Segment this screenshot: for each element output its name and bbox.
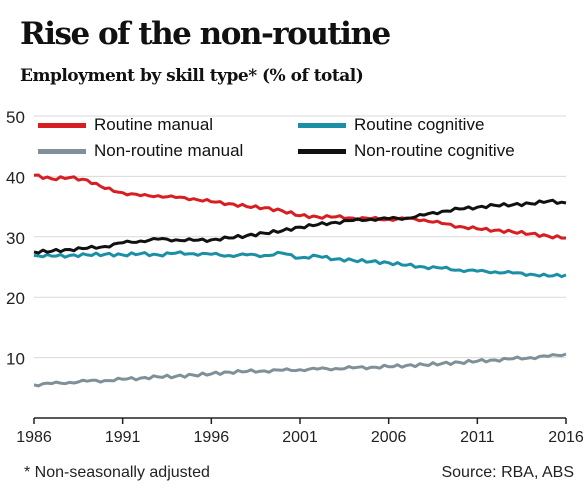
- source-note: Source: RBA, ABS: [441, 464, 574, 481]
- x-tick-label: 1996: [194, 429, 230, 446]
- y-tick-label: 10: [6, 350, 25, 369]
- chart-title: Rise of the non-routine: [20, 16, 391, 52]
- x-tick-label: 2016: [548, 429, 584, 446]
- legend-label: Routine manual: [94, 115, 213, 134]
- series-line-routine-manual: [33, 173, 567, 240]
- series-line-non-routine-manual: [33, 352, 567, 388]
- legend-label: Non-routine cognitive: [354, 141, 515, 160]
- chart-subtitle: Employment by skill type* (% of total): [20, 66, 364, 86]
- line-chart: 10 20 30 40 50 1986 1991 1996 2001 2006 2011 2016 Ro…: [6, 108, 584, 446]
- legend-label: Non-routine manual: [94, 141, 243, 160]
- y-tick-label: 30: [6, 229, 25, 248]
- legend-swatch: [38, 123, 86, 128]
- x-tick-label: 2006: [371, 429, 407, 446]
- x-tick-label: 1986: [16, 429, 52, 446]
- x-tick-label: 2011: [460, 429, 495, 446]
- series-line-non-routine-cognitive: [33, 198, 567, 255]
- legend-swatch: [298, 123, 346, 128]
- series-line-routine-cognitive: [33, 250, 567, 279]
- legend-swatch: [298, 149, 346, 154]
- y-tick-label: 20: [6, 289, 25, 308]
- footnote: * Non-seasonally adjusted: [24, 464, 210, 481]
- x-tick-label: 2001: [282, 429, 318, 446]
- y-tick-label: 50: [6, 108, 25, 127]
- y-tick-label: 40: [6, 168, 25, 187]
- legend-label: Routine cognitive: [354, 115, 484, 134]
- legend-swatch: [38, 149, 86, 154]
- x-tick-label: 1991: [105, 429, 141, 446]
